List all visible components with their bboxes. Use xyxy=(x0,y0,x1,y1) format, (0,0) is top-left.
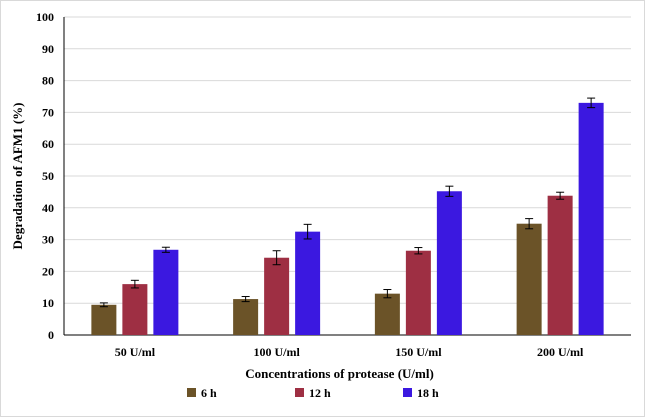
legend-label: 18 h xyxy=(417,386,439,400)
y-tick-label: 60 xyxy=(42,137,54,151)
bar xyxy=(578,102,604,335)
bar xyxy=(436,191,462,335)
bar xyxy=(122,284,148,335)
legend-label: 6 h xyxy=(201,386,217,400)
bar xyxy=(91,304,117,335)
legend-swatch xyxy=(403,388,412,397)
y-tick-label: 90 xyxy=(42,42,54,56)
x-axis-title: Concentrations of protease (U/ml) xyxy=(245,366,434,381)
bar xyxy=(547,195,573,335)
y-tick-label: 0 xyxy=(48,328,54,342)
y-tick-label: 40 xyxy=(42,201,54,215)
y-tick-label: 20 xyxy=(42,264,54,278)
legend-label: 12 h xyxy=(309,386,331,400)
bar xyxy=(374,293,400,335)
y-tick-label: 100 xyxy=(36,10,54,24)
y-tick-label: 30 xyxy=(42,233,54,247)
bar xyxy=(405,250,431,335)
bar xyxy=(153,249,179,335)
x-tick-label: 200 U/ml xyxy=(537,345,584,359)
legend-swatch xyxy=(295,388,304,397)
y-tick-label: 10 xyxy=(42,296,54,310)
legend-swatch xyxy=(187,388,196,397)
bar xyxy=(233,299,259,335)
bar xyxy=(516,223,542,335)
y-tick-label: 50 xyxy=(42,169,54,183)
x-tick-label: 50 U/ml xyxy=(115,345,156,359)
x-tick-label: 150 U/ml xyxy=(395,345,442,359)
y-tick-label: 70 xyxy=(42,105,54,119)
y-axis-title: Degradation of AFM1 (%) xyxy=(10,103,25,250)
bar xyxy=(264,257,290,335)
x-tick-label: 100 U/ml xyxy=(253,345,300,359)
y-tick-label: 80 xyxy=(42,74,54,88)
bar xyxy=(295,231,321,335)
